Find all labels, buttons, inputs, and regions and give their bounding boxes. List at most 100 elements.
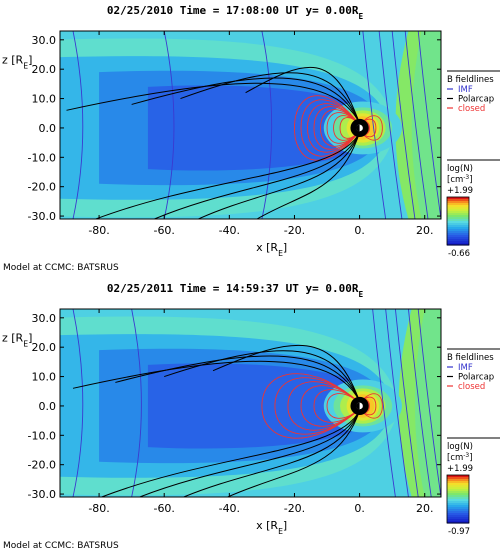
closed-fieldline-0 [326, 393, 360, 419]
colorbar-max-label: +1.99 [447, 186, 473, 196]
polarcap-south-0 [95, 132, 361, 219]
imf-fieldline-3 [362, 31, 387, 219]
colorbar-cell [447, 475, 469, 478]
polarcap-south-3 [256, 132, 361, 219]
x-tick-label: 0. [354, 502, 365, 515]
imf-fieldline-6 [404, 31, 429, 219]
x-tick-label: -60. [153, 224, 174, 237]
colorbar-cell [447, 485, 469, 488]
imf-fieldline-6 [417, 309, 441, 497]
earth-night-side [356, 124, 360, 132]
y-tick-label: 10.0 [32, 371, 57, 384]
y-tick-label: -30.0 [28, 488, 56, 501]
colorbar-title: log(N) [447, 164, 473, 174]
colorbar-cell [447, 509, 469, 512]
polarcap-north-0 [72, 360, 361, 402]
colorbar-cell [447, 517, 469, 520]
y-axis-label: z [RE] [2, 53, 32, 70]
closed-fieldline-1 [333, 115, 360, 141]
polarcap-south-2 [198, 132, 361, 219]
colorbar-cell [447, 503, 469, 506]
x-axis-label: x [RE] [256, 241, 287, 258]
colorbar-cell [447, 203, 469, 206]
dayside-fieldline-1 [359, 396, 377, 416]
closed-fieldline-6 [300, 99, 360, 157]
colorbar-cell [447, 235, 469, 238]
colorbar-cell [447, 241, 469, 244]
colorbar-cell [447, 515, 469, 518]
dayside-fieldline-1 [359, 118, 377, 138]
y-tick-label: -20.0 [28, 459, 56, 472]
colorbar-frame [446, 196, 470, 246]
imf-fieldline-4 [394, 309, 419, 497]
colorbar-cell [447, 493, 469, 496]
legend-entry-0: IMF [458, 363, 473, 373]
colorbar-cell [447, 205, 469, 208]
imf-fieldline-7 [417, 31, 441, 219]
legend-entry-2: closed [458, 382, 485, 392]
x-tick-label: 0. [354, 224, 365, 237]
x-tick-label: 20. [416, 224, 434, 237]
imf-fieldline-1 [163, 31, 175, 219]
colorbar-cell [447, 507, 469, 510]
y-tick-label: 0.0 [39, 400, 57, 413]
y-tick-label: 10.0 [32, 93, 57, 106]
colorbar-cell [447, 483, 469, 486]
plot-area [60, 309, 441, 497]
earth-night-side [356, 402, 360, 410]
x-axis-label: x [RE] [256, 519, 287, 536]
colorbar-cell [447, 211, 469, 214]
imf-fieldline-5 [391, 31, 416, 219]
polarcap-north-2 [164, 350, 361, 402]
legend-title: B fieldlines [447, 353, 494, 363]
y-axis-label: z [RE] [2, 331, 32, 348]
colorbar-cell [447, 201, 469, 204]
legend-title: B fieldlines [447, 75, 494, 85]
closed-fieldline-2 [326, 112, 360, 144]
chart-bottom: -80. -60. -40. -20. 0. 20. 30.0 20.0 10.0 0.0 -10.… [2, 282, 500, 551]
x-tick-label: 20. [416, 502, 434, 515]
closed-fieldline-2 [300, 385, 360, 427]
colorbar-cell [447, 239, 469, 242]
y-tick-label: 20.0 [32, 63, 57, 76]
closed-fieldline-7 [294, 95, 360, 161]
legend-entry-2: closed [458, 104, 485, 114]
panel-bottom: -80. -60. -40. -20. 0. 20. 30.0 20.0 10.0 0.0 -10.… [0, 278, 500, 556]
imf-fieldline-1 [131, 309, 142, 497]
model-footer: Model at CCMC: BATSRUS [3, 263, 119, 273]
polarcap-north-1 [115, 355, 361, 402]
chart-title: 02/25/2010 Time = 17:08:00 UT y= 0.00RE [107, 4, 364, 21]
colorbar-cell [447, 243, 469, 246]
imf-fieldline-0 [72, 31, 84, 219]
colorbar-cell [447, 223, 469, 226]
plot-frame [59, 30, 442, 220]
colorbar-cell [447, 215, 469, 218]
closed-fieldline-5 [261, 373, 360, 439]
x-tick-label: -40. [219, 224, 240, 237]
legend-entry-0: IMF [458, 85, 473, 95]
x-tick-label: -60. [153, 502, 174, 515]
polarcap-north-3 [245, 66, 361, 124]
colorbar-cell [447, 505, 469, 508]
colorbar-min-label: -0.66 [448, 249, 470, 259]
colorbar-cell [447, 497, 469, 500]
dayside-fieldline-2 [359, 115, 383, 141]
colorbar-cell [447, 489, 469, 492]
colorbar-cell [447, 199, 469, 202]
panel-top: -80. -60. -40. -20. 0. 20. 30.0 20.0 10.0 0.0 -10.… [2, 4, 500, 273]
closed-fieldline-1 [313, 389, 360, 423]
polarcap-south-1 [154, 132, 361, 219]
imf-fieldline-5 [407, 309, 432, 497]
y-tick-label: 0.0 [39, 122, 57, 135]
colorbar-cell [447, 233, 469, 236]
polarcap-north-2 [180, 72, 361, 124]
colorbar-cell [447, 491, 469, 494]
colorbar-unit: [cm-3] [447, 452, 473, 464]
colorbar-cell [447, 499, 469, 502]
polarcap-south-2 [183, 410, 361, 497]
legend-entry-1: Polarcap [458, 373, 494, 383]
colorbar-cell [447, 237, 469, 240]
colorbar-cell [447, 229, 469, 232]
x-tick-label: -20. [284, 502, 305, 515]
closed-fieldline-3 [320, 109, 360, 147]
